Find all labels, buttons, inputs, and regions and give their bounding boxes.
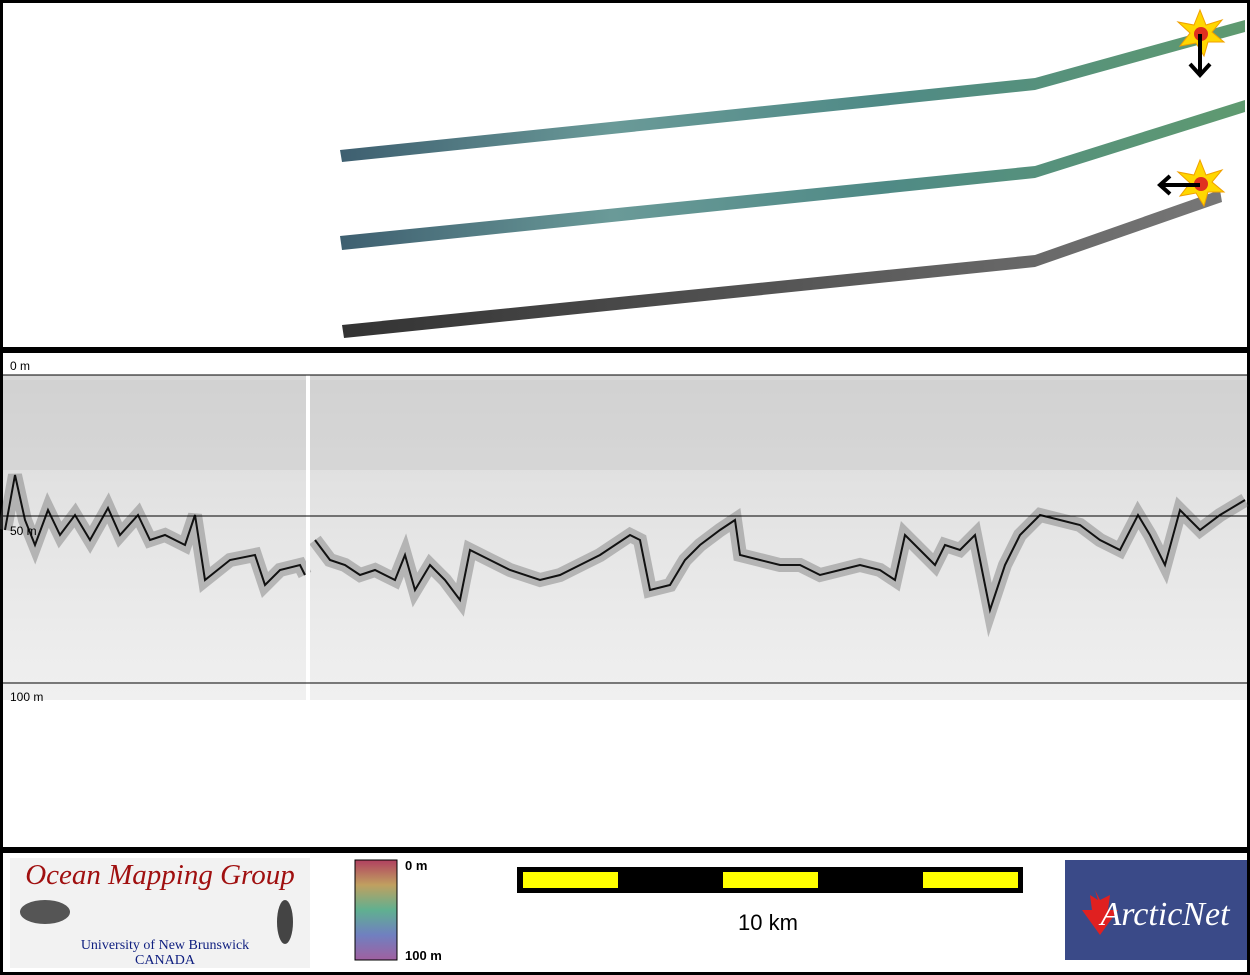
scale-label: 10 km <box>738 910 798 935</box>
event-dot <box>1194 177 1208 191</box>
scale-segment <box>523 872 618 888</box>
water-noise <box>3 380 1247 470</box>
direction-arrow <box>1157 174 1200 196</box>
plan-panel <box>3 3 1247 347</box>
swath-strip <box>340 100 1245 250</box>
seafloor <box>4 474 1246 614</box>
logo-title: Ocean Mapping Group <box>25 859 295 891</box>
swath-strip <box>342 190 1222 338</box>
logo-text: CANADA <box>135 953 196 968</box>
maple-leaf <box>1082 890 1118 935</box>
depth-label: 50 m <box>10 524 37 538</box>
gap-line <box>306 372 310 702</box>
scale-segment <box>723 872 818 888</box>
colorbar-label: 0 m <box>405 858 427 873</box>
depth-label: 100 m <box>10 690 43 704</box>
swath-strip <box>340 20 1245 162</box>
colorbar <box>354 859 398 961</box>
scale-segment <box>923 872 1018 888</box>
logo-image <box>277 900 293 944</box>
depth-label: 0 m <box>10 359 30 373</box>
logo-text: University of New Brunswick <box>81 938 249 953</box>
logo-image <box>20 900 70 924</box>
colorbar-label: 100 m <box>405 948 442 963</box>
direction-arrow <box>1188 34 1212 78</box>
arcticnet-text: ArcticNet <box>1098 896 1231 933</box>
